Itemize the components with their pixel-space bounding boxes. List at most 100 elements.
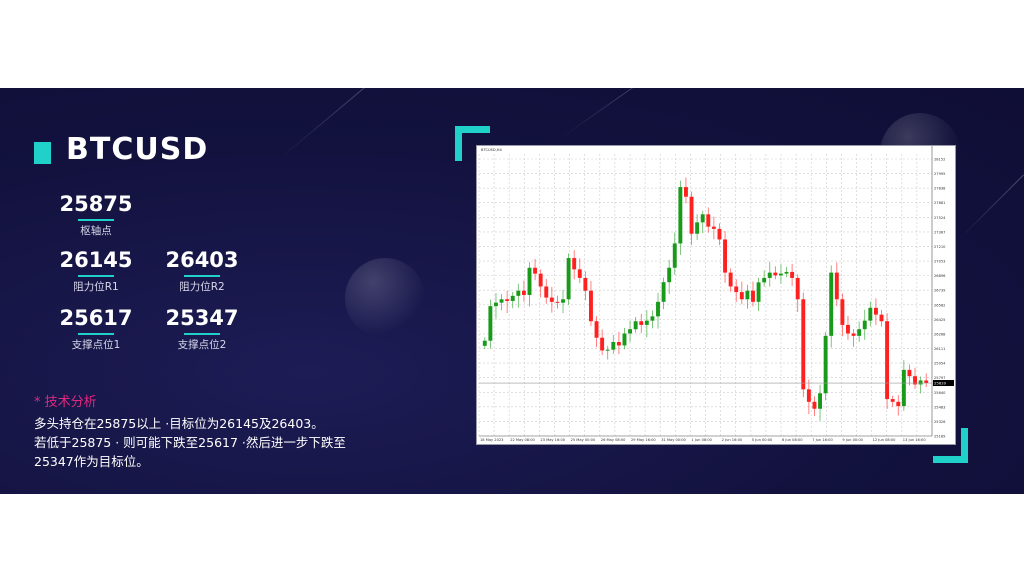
y-tick-label: 27367	[934, 230, 945, 234]
candle-body	[767, 272, 772, 278]
y-tick-label: 25640	[934, 391, 946, 395]
candle-body	[611, 342, 616, 350]
last-price-tag	[933, 380, 954, 387]
y-tick-label: 25483	[934, 405, 945, 409]
candle-body	[812, 401, 817, 409]
decor-line	[279, 88, 373, 159]
y-tick-label: 25797	[934, 376, 945, 380]
x-tick-label: 12 Jun 08:00	[873, 438, 897, 442]
analysis-text: 多头持仓在25875以上 ·目标位为26145及26403。 若低于25875 ·…	[34, 416, 346, 469]
x-tick-label: 7 Jun 16:00	[812, 438, 833, 442]
y-tick-label: 25326	[934, 420, 946, 424]
candle-body	[873, 307, 878, 315]
candle-body	[672, 243, 677, 268]
candle-body	[723, 239, 728, 273]
x-tick-label: 25 May 00:00	[571, 438, 596, 442]
candle-body	[913, 376, 917, 385]
candle-body	[605, 349, 610, 351]
y-tick-label: 27995	[934, 172, 945, 176]
candle-body	[829, 272, 834, 336]
y-tick-label: 27838	[934, 187, 946, 191]
y-tick-label: 27524	[934, 216, 946, 220]
candle-body	[846, 324, 850, 334]
price-axis	[932, 146, 955, 444]
candle-body	[533, 267, 538, 274]
support-1: 25617 支撑点位1	[59, 306, 133, 351]
candle-body	[488, 306, 493, 341]
y-tick-label: 25169	[934, 435, 946, 439]
candle-body	[857, 329, 862, 336]
candle-body	[661, 282, 666, 302]
candle-body	[728, 272, 733, 287]
x-tick-label: 5 Jun 00:00	[752, 438, 773, 442]
candle-body	[734, 286, 739, 293]
candle-body	[538, 273, 543, 287]
last-price-label: 25620	[934, 381, 947, 386]
x-tick-label: 1 Jun 08:00	[691, 438, 712, 442]
candle-body	[549, 297, 554, 302]
page-title: BTCUSD	[66, 132, 209, 167]
candle-body	[544, 286, 549, 298]
x-tick-label: 22 May 08:00	[510, 438, 535, 442]
x-tick-label: 13 Jun 16:00	[903, 438, 927, 442]
candle-body	[656, 301, 660, 317]
candle-body	[505, 299, 510, 301]
candle-body	[739, 292, 744, 300]
candle-body	[924, 380, 929, 384]
analysis-title: * 技术分析	[34, 395, 97, 410]
decor-line	[959, 174, 1024, 239]
x-tick-label: 9 Jun 00:00	[842, 438, 863, 442]
candle-body	[499, 299, 504, 303]
frame-corner-top-left	[455, 126, 490, 161]
x-tick-label: 26 May 08:00	[601, 438, 626, 442]
candle-body	[778, 273, 783, 276]
candle-body	[751, 290, 755, 302]
x-tick-label: 6 Jun 08:00	[782, 438, 803, 442]
candle-body	[806, 389, 811, 402]
candle-body	[907, 369, 912, 377]
candle-body	[577, 269, 582, 278]
candle-body	[745, 290, 750, 300]
support-2: 25347 支撑点位2	[165, 306, 239, 351]
candle-body	[756, 282, 761, 302]
candle-body	[711, 226, 716, 229]
y-tick-label: 26111	[934, 347, 945, 351]
candle-body	[589, 290, 593, 322]
candle-body	[639, 321, 644, 325]
candle-body	[689, 196, 694, 234]
y-tick-label: 27210	[934, 245, 946, 249]
candle-body	[527, 267, 532, 295]
pivot-level: 25875 枢轴点	[59, 192, 133, 237]
x-tick-label: 23 May 16:00	[540, 438, 565, 442]
candle-body	[795, 277, 800, 300]
y-tick-label: 27053	[934, 260, 945, 264]
candle-body	[555, 301, 560, 303]
candle-body	[784, 271, 789, 274]
candle-body	[516, 290, 521, 296]
candle-body	[885, 321, 890, 400]
candle-body	[510, 295, 515, 301]
candle-body	[762, 277, 767, 283]
candle-body	[683, 187, 688, 197]
candle-body	[700, 214, 705, 223]
candle-body	[801, 299, 806, 390]
candle-body	[862, 320, 867, 330]
candle-body	[834, 272, 839, 300]
decor-line	[559, 88, 659, 139]
candle-body	[890, 399, 895, 402]
x-tick-label: 2 Jun 16:00	[722, 438, 743, 442]
candle-body	[879, 314, 884, 322]
candle-body	[678, 187, 683, 244]
resistance-r1: 26145 阻力位R1	[59, 248, 133, 293]
candle-body	[561, 299, 565, 303]
y-tick-label: 26582	[934, 303, 945, 307]
candle-body	[583, 277, 588, 291]
candle-body	[616, 342, 621, 346]
candle-body	[717, 228, 722, 240]
candle-body	[790, 271, 795, 278]
chart-svg: 28152 27995 27838 27681 27524 27367 27210 27053…	[478, 146, 955, 444]
candle-body	[896, 401, 901, 407]
y-tick-label: 26268	[934, 332, 946, 336]
candle-body	[482, 340, 487, 346]
y-tick-label: 26425	[934, 318, 945, 322]
